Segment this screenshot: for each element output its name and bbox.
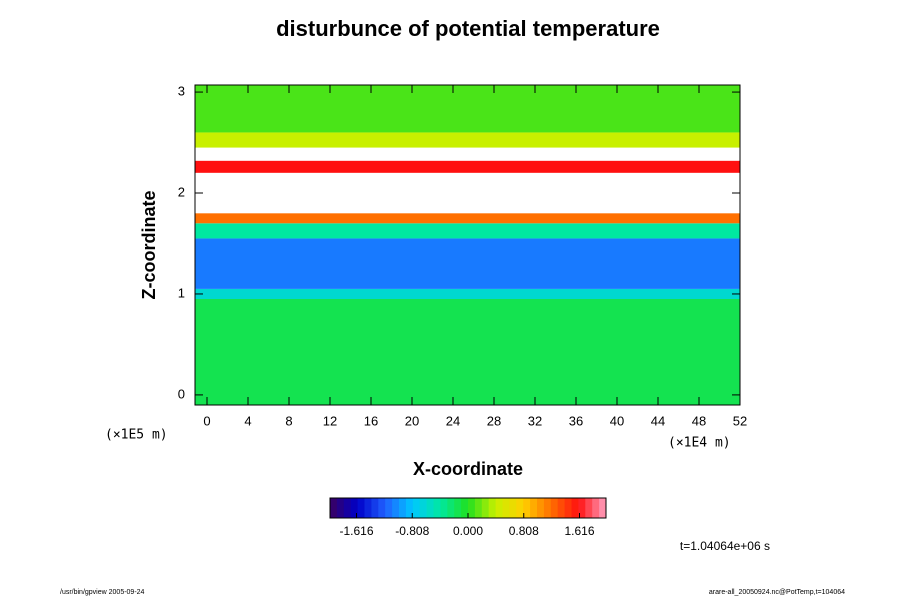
colorbar-cell	[481, 498, 490, 518]
field-layer	[195, 223, 740, 239]
field-layer	[195, 160, 740, 173]
field-layer	[195, 213, 740, 224]
colorbar-cell	[405, 498, 414, 518]
y-tick-label: 2	[178, 184, 185, 199]
x-tick-label: 44	[651, 413, 665, 428]
colorbar-cell	[330, 498, 338, 518]
colorbar-cell	[392, 498, 400, 518]
colorbar-tick-label: 0.000	[453, 524, 483, 538]
colorbar-cell	[468, 498, 476, 518]
colorbar-cell	[537, 498, 545, 518]
colorbar-cell	[385, 498, 393, 518]
x-axis-label: X-coordinate	[413, 459, 523, 479]
colorbar-cell	[523, 498, 531, 518]
colorbar-tick-label: -1.616	[339, 524, 373, 538]
colorbar-cell	[530, 498, 538, 518]
field-layer	[195, 299, 740, 405]
field-layer	[195, 147, 740, 161]
colorbar-cell	[440, 498, 448, 518]
x-tick-label: 28	[487, 413, 501, 428]
colorbar-cell	[495, 498, 503, 518]
x-tick-label: 12	[323, 413, 337, 428]
field-layer	[195, 172, 740, 214]
colorbar-cell	[343, 498, 352, 518]
colorbar-tick-label: -0.808	[395, 524, 429, 538]
colorbar-cell	[474, 498, 483, 518]
colorbar-cell	[336, 498, 345, 518]
y-axis-label: Z-coordinate	[139, 190, 159, 299]
colorbar-cell	[564, 498, 572, 518]
y-tick-label: 3	[178, 84, 185, 99]
x-tick-label: 32	[528, 413, 542, 428]
colorbar-cell	[357, 498, 365, 518]
colorbar-cell	[543, 498, 552, 518]
x-tick-label: 40	[610, 413, 624, 428]
x-unit: (×1E4 m)	[668, 436, 731, 451]
colorbar-cell	[412, 498, 421, 518]
field-layer	[195, 132, 740, 148]
colorbar-cell	[502, 498, 510, 518]
colorbar-cell	[350, 498, 359, 518]
colorbar-cell	[426, 498, 434, 518]
colorbar-tick-label: 0.808	[509, 524, 539, 538]
colorbar-cell	[461, 498, 469, 518]
colorbar-cell	[571, 498, 579, 518]
x-tick-label: 20	[405, 413, 419, 428]
plot-frame	[194, 84, 741, 406]
x-tick-label: 8	[285, 413, 292, 428]
chart-title: disturbunce of potential temperature	[276, 16, 660, 41]
field-layer	[195, 238, 740, 289]
footer-left: /usr/bin/gpview 2005-09-24	[60, 589, 145, 596]
x-tick-label: 24	[446, 413, 460, 428]
colorbar-cell	[454, 498, 462, 518]
time-label: t=1.04064e+06 s	[680, 539, 770, 553]
colorbar-tick-label: 1.616	[564, 524, 594, 538]
colorbar-cell	[371, 498, 379, 518]
colorbar-cell	[447, 498, 455, 518]
colorbar-cell	[378, 498, 386, 518]
x-tick-label: 4	[244, 413, 251, 428]
colorbar-cell	[488, 498, 497, 518]
colorbar-cell	[399, 498, 407, 518]
field-layer	[195, 288, 740, 300]
colorbar-cell	[578, 498, 586, 518]
y-unit: (×1E5 m)	[105, 428, 168, 443]
colorbar-cell	[557, 498, 566, 518]
y-tick-label: 1	[178, 285, 185, 300]
colorbar-cell	[509, 498, 517, 518]
y-tick-label: 0	[178, 386, 185, 401]
x-tick-label: 16	[364, 413, 378, 428]
colorbar-cell	[592, 498, 600, 518]
colorbar-cell	[599, 498, 607, 518]
footer-right: arare-all_20050924.nc@PotTemp,t=104064	[709, 589, 845, 596]
x-tick-label: 52	[733, 413, 747, 428]
x-tick-label: 48	[692, 413, 706, 428]
colorbar-cell	[516, 498, 524, 518]
colorbar-cell	[585, 498, 593, 518]
field-layer	[195, 85, 740, 133]
x-tick-label: 36	[569, 413, 583, 428]
colorbar-cell	[419, 498, 428, 518]
x-tick-label: 0	[203, 413, 210, 428]
colorbar-cell	[550, 498, 559, 518]
colorbar-cell	[433, 498, 441, 518]
colorbar-cell	[364, 498, 372, 518]
